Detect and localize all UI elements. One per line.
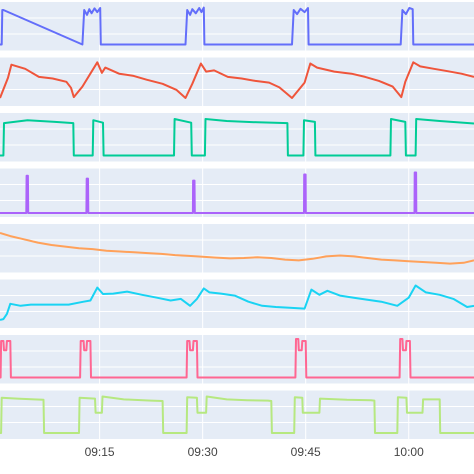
panel-3 — [0, 113, 474, 162]
panel-2 — [0, 57, 474, 106]
x-axis-tick-labels: 09:15 09:30 09:45 10:00 — [85, 445, 424, 459]
series-line-1 — [0, 6, 474, 46]
series-line-2 — [0, 61, 474, 99]
x-tick-label: 09:30 — [188, 445, 218, 459]
panel-background — [0, 335, 474, 384]
panel-background — [0, 113, 474, 162]
series-line-4 — [0, 171, 474, 214]
series-line-8 — [0, 395, 474, 434]
panel-background — [0, 57, 474, 106]
panel-1 — [0, 2, 474, 51]
panel-8 — [0, 390, 474, 439]
x-tick-label: 09:15 — [85, 445, 115, 459]
series-line-6 — [0, 284, 474, 321]
series-line-5 — [0, 231, 474, 265]
x-tick-label: 10:00 — [394, 445, 424, 459]
panel-background — [0, 168, 474, 217]
panel-5 — [0, 224, 474, 273]
panel-7 — [0, 335, 474, 384]
panel-4 — [0, 168, 474, 217]
series-line-3 — [0, 118, 474, 157]
panel-background — [0, 279, 474, 328]
panel-6 — [0, 279, 474, 328]
chart-panels — [0, 2, 474, 439]
x-tick-label: 09:45 — [291, 445, 321, 459]
series-line-7 — [0, 338, 474, 379]
